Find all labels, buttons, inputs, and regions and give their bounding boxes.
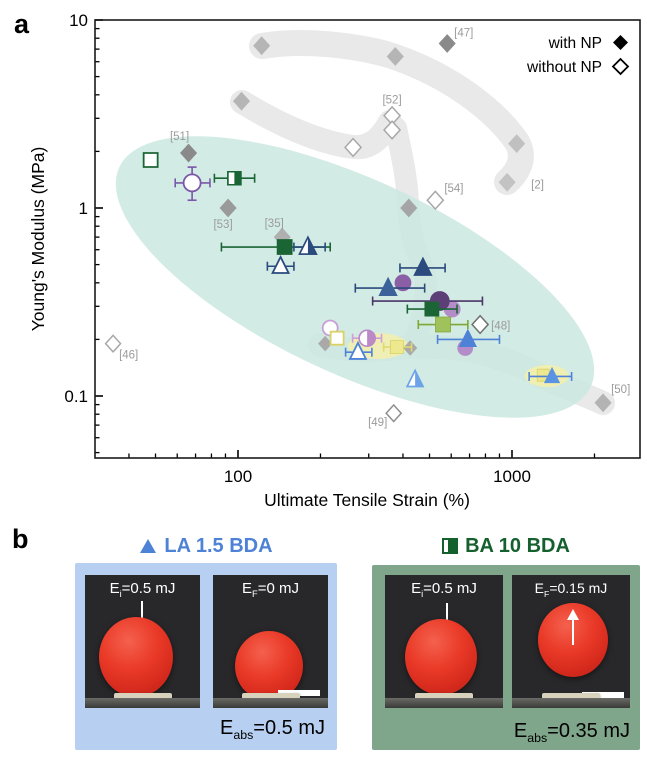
- reference-cluster-blob: [230, 90, 402, 160]
- x-axis-label: Ultimate Tensile Strain (%): [264, 490, 470, 510]
- platform-pad: [415, 693, 473, 702]
- energy-label: EF=0 mJ: [242, 580, 299, 599]
- data-point: [383, 120, 402, 140]
- impact-photo-la-initial: Ei=0.5 mJ: [85, 575, 200, 708]
- triangle-icon: [140, 539, 157, 553]
- reference-label: [48]: [491, 321, 510, 333]
- x-tick-label: 100: [224, 467, 252, 486]
- data-point: [386, 47, 404, 66]
- data-point: [543, 366, 561, 384]
- tensile-strain-modulus-chart: 100 1000 10 1 0.1 [47] [2] [51] [53] [35] [50] [52]…: [14, 9, 641, 510]
- red-ball: [235, 631, 303, 701]
- scale-bar: [582, 692, 624, 698]
- data-point: [385, 403, 403, 423]
- reference-label: [2]: [531, 179, 544, 191]
- chart-generated-layer: 100 1000 10 1 0.1 [47] [2] [51] [53] [35] [50] [52]…: [64, 11, 630, 486]
- data-point: [400, 198, 418, 218]
- data-point: [405, 368, 425, 388]
- ba-title-text: BA 10 BDA: [465, 534, 570, 557]
- reference-label: [52]: [382, 95, 401, 107]
- data-point: [329, 330, 345, 346]
- impact-photo-ba-initial: Ei=0.5 mJ: [385, 575, 503, 708]
- la-title-text: LA 1.5 BDA: [164, 534, 273, 557]
- data-point: [594, 393, 612, 413]
- legend-without-np-label: without NP: [526, 59, 602, 76]
- reference-label: [47]: [454, 27, 473, 39]
- la-absorbed-energy: Eabs=0.5 mJ: [219, 717, 325, 742]
- data-point: [403, 340, 418, 356]
- data-point: [219, 198, 237, 218]
- la-group-title: LA 1.5 BDA: [75, 534, 337, 558]
- impact-photo-la-final: EF=0 mJ: [213, 575, 328, 708]
- platform-pad: [241, 693, 300, 702]
- red-ball: [405, 619, 477, 695]
- plot-frame: [94, 19, 641, 459]
- legend-with-np-label: with NP: [548, 35, 602, 52]
- x-tick-label: 1000: [493, 467, 531, 486]
- data-point: [378, 276, 398, 297]
- reference-label: [53]: [213, 219, 232, 231]
- data-point: [180, 143, 198, 163]
- data-point: [471, 314, 490, 335]
- reference-cluster-blob: [249, 30, 534, 195]
- ba-group-title: BA 10 BDA: [372, 534, 640, 558]
- half-square-icon: [442, 538, 459, 554]
- y-axis-label: Young's Modulus (MPa): [28, 147, 48, 332]
- data-point: [424, 301, 440, 317]
- data-point: [104, 334, 122, 353]
- data-point: [142, 152, 159, 168]
- data-point: [276, 239, 293, 255]
- reference-label: [54]: [444, 183, 463, 195]
- data-point: [498, 172, 516, 192]
- data-point: [253, 36, 271, 56]
- panel-b: b LA 1.5 BDA BA 10 BDA Eabs=0.5 mJ Eabs=…: [0, 520, 647, 758]
- panel-a-label: a: [14, 9, 30, 39]
- diamond-filled-icon: [613, 35, 628, 50]
- platform: [213, 698, 328, 708]
- data-point: [227, 170, 242, 186]
- panel-b-label: b: [12, 524, 29, 554]
- y-tick-label: 1: [79, 199, 88, 218]
- energy-label: Ei=0.5 mJ: [411, 580, 477, 599]
- platform: [512, 698, 630, 708]
- reference-label: [50]: [611, 384, 630, 396]
- data-point: [344, 137, 363, 158]
- data-point: [508, 134, 526, 154]
- data-point: [318, 335, 333, 352]
- diamond-open-icon: [611, 57, 630, 76]
- up-arrow-icon: [567, 609, 579, 645]
- chart-legend: with NP without NP: [526, 35, 630, 76]
- red-ball: [99, 617, 173, 697]
- data-point: [413, 256, 433, 276]
- data-point: [426, 190, 445, 211]
- ba-absorbed-energy: Eabs=0.35 mJ: [513, 720, 630, 745]
- platform-pad: [113, 693, 172, 702]
- data-point: [232, 91, 251, 111]
- impact-photo-ba-final: EF=0.15 mJ: [512, 575, 630, 708]
- y-tick-label: 10: [69, 11, 88, 30]
- data-point: [298, 235, 318, 255]
- data-point: [438, 34, 456, 53]
- data-point: [182, 173, 202, 193]
- highlight-ellipse: [115, 136, 595, 418]
- energy-label: Ei=0.5 mJ: [109, 580, 176, 599]
- platform: [385, 698, 503, 708]
- reference-label: [51]: [170, 131, 189, 143]
- data-point: [458, 328, 477, 347]
- energy-label: EF=0.15 mJ: [534, 580, 608, 599]
- data-point: [435, 316, 451, 333]
- reference-label: [35]: [265, 218, 284, 230]
- platform-pad: [542, 693, 600, 702]
- data-point: [358, 329, 376, 347]
- data-point: [271, 254, 291, 274]
- data-point: [348, 340, 368, 360]
- reference-label: [46]: [119, 350, 138, 362]
- platform: [85, 698, 200, 708]
- reference-label: [49]: [368, 417, 387, 429]
- y-tick-label: 0.1: [64, 387, 88, 406]
- data-point: [389, 340, 404, 355]
- data-point: [394, 274, 412, 292]
